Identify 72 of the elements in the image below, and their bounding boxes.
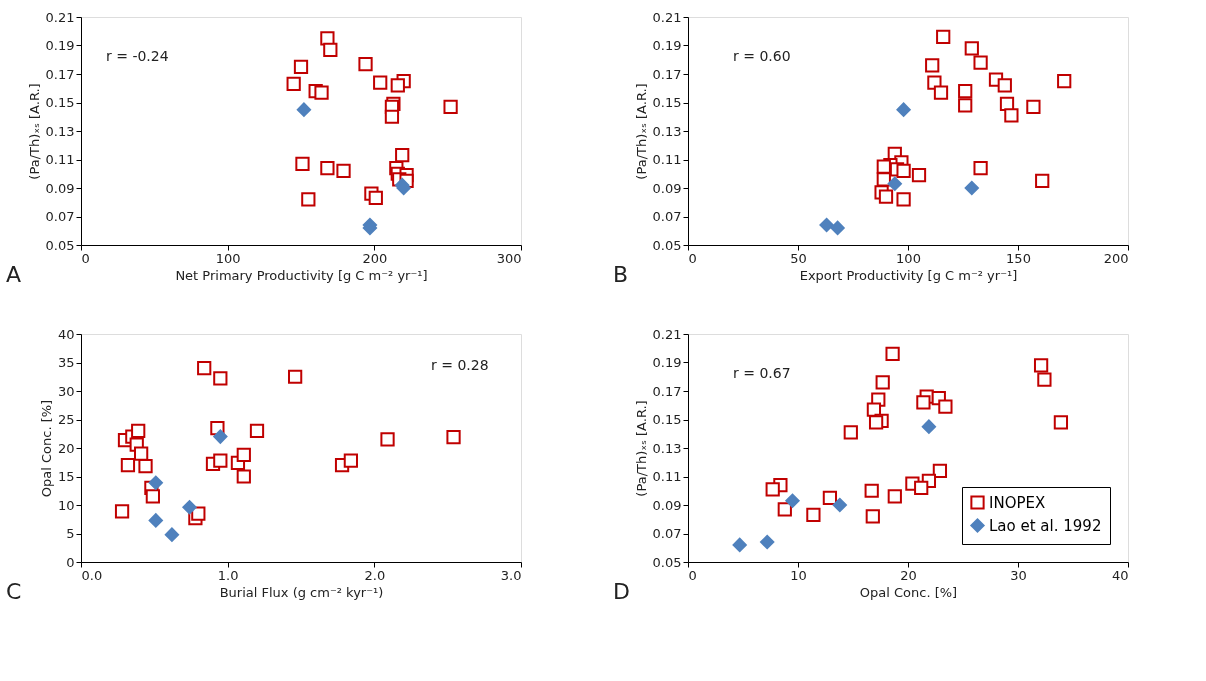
x-tick-label: 10 <box>790 567 807 583</box>
y-tick-label: 0.13 <box>652 123 682 139</box>
annotation: r = 0.67 <box>733 365 791 381</box>
x-tick-label: 0 <box>81 250 90 266</box>
y-axis-title: (Pa/Th)ₓₛ [A.R.] <box>633 400 649 497</box>
x-tick-label: 50 <box>790 250 807 266</box>
x-tick-label: 0 <box>688 567 697 583</box>
x-tick-label: 0.0 <box>81 567 103 583</box>
annotation: r = 0.60 <box>733 48 791 64</box>
y-tick-label: 0.17 <box>45 66 75 82</box>
y-tick-label: 40 <box>57 326 75 342</box>
text: D <box>613 579 630 604</box>
x-tick-label: 1.0 <box>217 567 239 583</box>
y-tick-label: 0.17 <box>652 383 682 399</box>
x-tick-label: 0 <box>688 250 697 266</box>
y-tick-label: 0.11 <box>45 152 75 167</box>
y-tick-label: 0.13 <box>45 123 75 139</box>
y-tick-label: 0.21 <box>652 9 682 25</box>
y-tick-label: 0.07 <box>652 526 682 541</box>
text: B <box>613 262 629 287</box>
x-tick-label: 200 <box>362 250 388 266</box>
y-tick-label: 30 <box>57 383 75 399</box>
y-tick-label: 0.05 <box>652 554 682 570</box>
y-tick-label: 0.05 <box>45 237 75 253</box>
y-tick-label: 0.05 <box>652 237 682 253</box>
y-axis-title: (Pa/Th)ₓₛ [A.R.] <box>26 83 42 180</box>
x-tick-label: 150 <box>1006 250 1031 266</box>
y-tick-label: 0.15 <box>652 95 682 110</box>
y-tick-label: 0.09 <box>652 497 682 513</box>
x-axis-title: Export Productivity [g C m⁻² yr⁻¹] <box>799 267 1018 283</box>
y-tick-label: 15 <box>57 469 75 484</box>
y-tick-label: 0.21 <box>45 9 75 25</box>
annotation: r = -0.24 <box>106 48 169 64</box>
y-tick-label: 0.17 <box>652 66 682 82</box>
x-tick-label: 20 <box>900 567 917 583</box>
y-tick-label: 5 <box>66 526 75 541</box>
y-tick-label: 35 <box>57 355 75 370</box>
y-tick-label: 0.15 <box>45 95 75 110</box>
y-tick-label: 20 <box>57 440 75 456</box>
y-tick-label: 0 <box>66 554 75 570</box>
legend-label: INOPEX <box>989 493 1046 512</box>
y-tick-label: 0.07 <box>45 209 75 224</box>
y-tick-label: 0.13 <box>652 440 682 456</box>
y-axis-title: (Pa/Th)ₓₛ [A.R.] <box>633 83 649 180</box>
y-tick-label: 10 <box>57 497 75 513</box>
legend-label: Lao et al. 1992 <box>989 516 1102 535</box>
x-axis-title: Net Primary Productivity [g C m⁻² yr⁻¹] <box>175 267 428 283</box>
annotation: r = 0.28 <box>431 357 489 373</box>
y-tick-label: 0.11 <box>652 469 682 484</box>
x-tick-label: 2.0 <box>364 567 386 583</box>
x-tick-label: 40 <box>1111 567 1129 583</box>
x-tick-label: 200 <box>1103 250 1129 266</box>
x-tick-label: 100 <box>215 250 241 266</box>
x-tick-label: 3.0 <box>500 567 522 583</box>
y-tick-label: 25 <box>57 412 75 427</box>
x-axis-title: Burial Flux (g cm⁻² kyr⁻¹) <box>219 584 384 600</box>
text: C <box>6 579 22 604</box>
y-tick-label: 0.11 <box>652 152 682 167</box>
y-tick-label: 0.07 <box>652 209 682 224</box>
y-axis-title: Opal Conc. [%] <box>38 399 54 498</box>
y-tick-label: 0.09 <box>45 180 75 196</box>
y-tick-label: 0.09 <box>652 180 682 196</box>
x-tick-label: 300 <box>496 250 522 266</box>
x-tick-label: 100 <box>896 250 921 266</box>
y-tick-label: 0.15 <box>652 412 682 427</box>
x-tick-label: 30 <box>1010 567 1027 583</box>
y-tick-label: 0.19 <box>652 355 682 370</box>
y-tick-label: 0.19 <box>45 38 75 53</box>
text: A <box>6 262 22 287</box>
x-axis-title: Opal Conc. [%] <box>859 584 958 600</box>
y-tick-label: 0.19 <box>652 38 682 53</box>
y-tick-label: 0.21 <box>652 326 682 342</box>
